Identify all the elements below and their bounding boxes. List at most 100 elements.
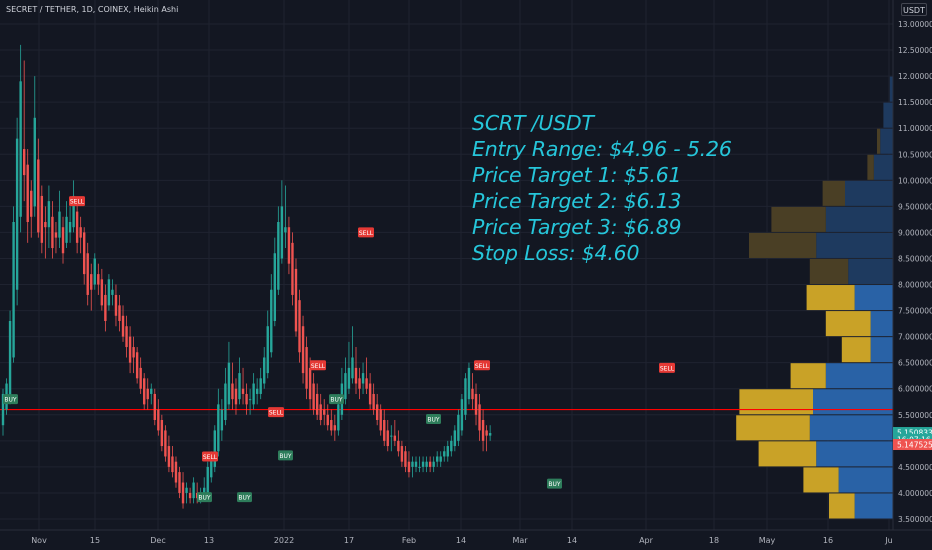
candle-body — [323, 409, 326, 415]
signal-label: SELL — [269, 410, 284, 417]
y-tick-label: 9.000000 — [898, 228, 932, 237]
y-tick-label: 12.000000 — [898, 72, 932, 81]
sell-signal — [358, 227, 374, 238]
candle-body — [210, 456, 213, 478]
x-tick-label: 17 — [344, 536, 354, 545]
candle-body — [453, 430, 457, 447]
candle-body — [217, 404, 220, 452]
candle-body — [61, 227, 65, 254]
profile-bar-up — [880, 128, 893, 154]
candle-body — [75, 211, 79, 243]
candle-body — [386, 430, 389, 447]
y-tick-label: 6.500000 — [898, 359, 932, 368]
profile-bar-up — [870, 337, 893, 363]
candle-body — [26, 164, 29, 222]
candle-body — [372, 393, 375, 410]
candle-body — [450, 440, 453, 452]
signal-label: BUY — [548, 481, 561, 488]
annotation-line: Stop Loss: $4.60 — [472, 241, 640, 265]
signal-label: BUY — [4, 397, 17, 404]
candle-body — [347, 367, 351, 389]
profile-bar-up — [825, 206, 893, 232]
candle-body — [213, 430, 216, 467]
profile-bar-down — [790, 363, 826, 389]
signal-label: SELL — [311, 363, 326, 370]
signal-label: BUY — [427, 416, 440, 423]
currency-button[interactable]: USDT — [901, 3, 927, 16]
candle-body — [33, 117, 36, 207]
candle-body — [206, 466, 209, 493]
y-tick-label: 4.500000 — [898, 463, 932, 472]
candle-body — [224, 383, 227, 420]
candle-body — [220, 409, 224, 431]
signal-label: BUY — [198, 495, 211, 502]
candle-body — [273, 253, 277, 321]
profile-bar-up — [816, 441, 893, 467]
candle-body — [90, 274, 93, 290]
y-tick-label: 7.000000 — [898, 333, 932, 342]
candle-body — [485, 430, 488, 436]
y-tick-label: 10.500000 — [898, 150, 932, 159]
y-tick-label: 4.000000 — [898, 489, 932, 498]
sell-signal — [202, 451, 218, 462]
candle-body — [298, 300, 301, 353]
candle-body — [22, 149, 26, 176]
y-tick-label: 3.500000 — [898, 515, 932, 524]
candle-body — [421, 461, 425, 467]
candle-body — [397, 440, 400, 452]
candle-body — [457, 414, 460, 441]
candle-body — [365, 378, 368, 389]
candle-body — [86, 253, 89, 295]
profile-bar-down — [758, 441, 817, 467]
candle-body — [407, 461, 411, 473]
profile-bar-up — [813, 389, 893, 415]
y-tick-label: 8.000000 — [898, 281, 932, 290]
candle-body — [1, 393, 5, 426]
annotation-line: Price Target 3: $6.89 — [472, 215, 682, 239]
candle-body — [139, 367, 142, 389]
candle-body — [308, 367, 312, 400]
sell-signal — [474, 360, 490, 371]
candle-body — [65, 216, 68, 243]
candle-body — [171, 456, 174, 473]
candle-body — [418, 466, 421, 468]
x-tick-label: Feb — [402, 536, 416, 545]
profile-bar-up — [854, 285, 893, 311]
candle-body — [287, 227, 291, 264]
candle-body — [58, 211, 61, 238]
x-tick-label: May — [759, 536, 776, 545]
x-tick-label: Nov — [31, 536, 47, 545]
candle-body — [488, 433, 492, 436]
profile-bar-down — [803, 467, 839, 493]
profile-bar-down — [736, 415, 810, 441]
sell-signal — [69, 196, 85, 207]
candle-body — [471, 388, 474, 400]
candle-body — [125, 326, 128, 348]
candle-body — [305, 347, 308, 389]
candle-body — [277, 222, 280, 290]
signal-label: SELL — [203, 454, 218, 461]
candle-body — [234, 388, 238, 405]
trade-annotation: SCRT /USDT Entry Range: $4.96 - 5.26 Pri… — [472, 110, 732, 266]
sell-signal — [310, 360, 326, 371]
symbol-title[interactable]: SECRET / TETHER, 1D, COINEX, Heikin Ashi — [6, 5, 179, 14]
x-tick-label: 18 — [709, 536, 719, 545]
candle-body — [8, 321, 12, 400]
candle-body — [414, 461, 418, 467]
candle-body — [255, 388, 259, 394]
candle-body — [333, 425, 337, 431]
candle-body — [164, 430, 167, 457]
candle-body — [435, 456, 439, 462]
candles — [1, 44, 492, 509]
candle-body — [100, 279, 104, 306]
candle-body — [82, 232, 86, 275]
candle-body — [93, 258, 96, 285]
candle-body — [245, 393, 248, 405]
price-axis: 13.000000 12.500000 12.000000 11.500000 11.0… — [892, 0, 932, 550]
signal-label: BUY — [238, 495, 251, 502]
profile-bar-down — [809, 258, 849, 285]
candle-body — [361, 373, 365, 384]
annotation-line: Price Target 2: $6.13 — [472, 189, 682, 213]
signal-label: SELL — [660, 365, 675, 372]
